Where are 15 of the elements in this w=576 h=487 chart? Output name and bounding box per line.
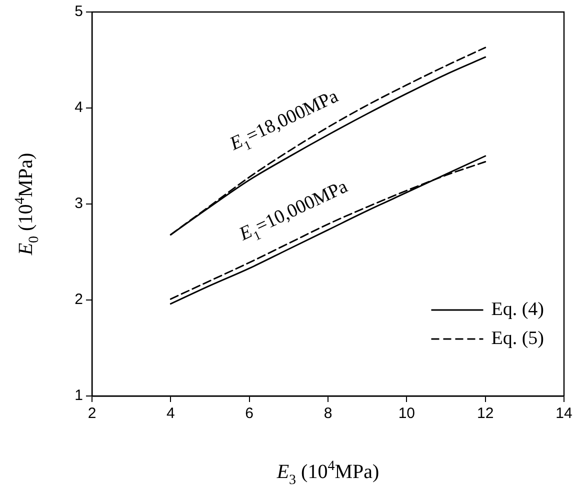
x-tick-label: 10: [398, 405, 416, 422]
legend-label: Eq. (4): [491, 298, 544, 320]
x-tick-label: 14: [556, 405, 572, 422]
x-tick-label: 6: [245, 405, 254, 422]
y-axis-title: E0 (104MPa): [13, 152, 42, 256]
x-tick-label: 8: [324, 405, 332, 422]
y-tick-label: 5: [74, 3, 83, 20]
y-tick-label: 2: [74, 291, 83, 308]
y-tick-label: 1: [74, 387, 83, 404]
y-tick-label: 4: [74, 99, 83, 116]
x-tick-label: 2: [88, 405, 96, 422]
x-tick-label: 12: [476, 405, 494, 422]
x-tick-label: 4: [166, 405, 175, 422]
legend-label: Eq. (5): [491, 328, 544, 349]
y-tick-label: 3: [74, 195, 83, 212]
